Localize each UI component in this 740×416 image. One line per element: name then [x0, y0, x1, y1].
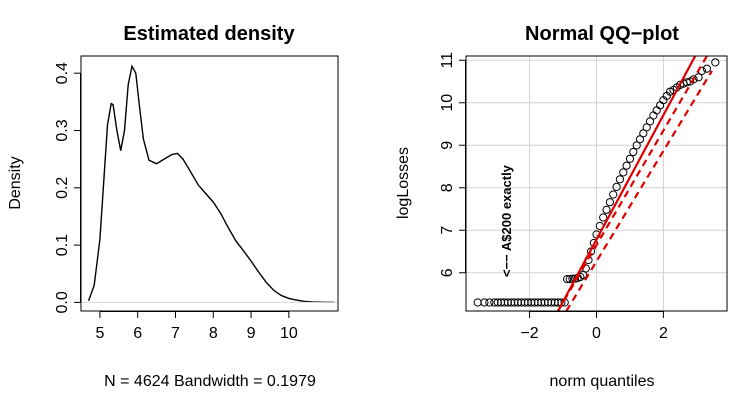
- density-y-label: Density: [7, 156, 24, 209]
- qq-point-21: [550, 298, 559, 307]
- qq-point-14: [527, 298, 536, 307]
- qq-point-43: [615, 175, 625, 184]
- qq-point-13: [523, 298, 533, 307]
- density-plot: Estimated density N = 4624 Bandwidth = 0…: [7, 23, 339, 390]
- qq-x-axis: −2 0 2: [520, 311, 668, 342]
- qq-line-dashed-1: [557, 55, 708, 312]
- qq-point-65: [689, 75, 698, 84]
- qq-line-solid-0: [557, 55, 697, 312]
- qq-point-38: [599, 213, 608, 222]
- qq-point-20: [547, 298, 556, 307]
- qq-point-42: [612, 182, 621, 191]
- qq-point-68: [702, 64, 712, 73]
- qq-point-44: [619, 168, 628, 177]
- qq-x-tick-label-0: −2: [520, 325, 538, 342]
- qq-title: Normal QQ−plot: [525, 23, 679, 45]
- density-y-axis: 0.0 0.1 0.2 0.3 0.4: [54, 62, 81, 314]
- density-y-tick-label-2: 0.2: [54, 177, 71, 199]
- density-title: Estimated density: [123, 23, 295, 45]
- qq-line-dashed-2: [565, 70, 713, 312]
- qq-point-18: [540, 298, 549, 307]
- density-y-tick-label-0: 0.0: [54, 291, 71, 313]
- qq-point-10: [513, 298, 523, 307]
- density-x-axis: 5 6 7 8 9 10: [95, 311, 298, 342]
- qq-point-5: [497, 298, 506, 307]
- qq-x-tick-label-1: 0: [592, 325, 601, 342]
- density-y-tick-label-3: 0.3: [54, 119, 71, 141]
- qq-point-19: [543, 298, 553, 307]
- qq-point-46: [625, 154, 635, 163]
- qq-point-53: [649, 111, 658, 120]
- density-x-tick-label-1: 6: [133, 325, 142, 342]
- density-plot-area: [81, 64, 338, 303]
- qq-plot-area: [473, 55, 720, 312]
- qq-point-1: [480, 298, 489, 307]
- qq-point-25: [563, 275, 572, 284]
- density-x-label: N = 4624 Bandwidth = 0.1979: [104, 373, 316, 390]
- density-series-line-0: [87, 64, 335, 303]
- density-y-tick-label-1: 0.1: [54, 234, 71, 256]
- qq-y-tick-label-2: 8: [439, 183, 456, 192]
- qq-point-11: [517, 298, 526, 307]
- density-x-tick-label-4: 9: [247, 325, 256, 342]
- qq-x-tick-label-2: 2: [659, 325, 668, 342]
- density-plot-frame: [80, 55, 339, 312]
- qq-y-tick-label-5: 11: [439, 52, 456, 69]
- qq-plot: Normal QQ−plot norm quantiles logLosses …: [395, 23, 728, 390]
- qq-y-tick-label-0: 6: [439, 268, 456, 277]
- qq-point-40: [605, 198, 615, 207]
- qq-point-17: [537, 298, 546, 307]
- qq-point-54: [652, 106, 661, 115]
- qq-point-0: [473, 298, 482, 307]
- qq-y-label: logLosses: [395, 147, 412, 219]
- qq-point-47: [629, 147, 638, 157]
- qq-point-26: [565, 275, 574, 284]
- qq-point-2: [485, 298, 494, 307]
- qq-point-41: [609, 190, 618, 199]
- qq-point-39: [602, 205, 611, 214]
- qq-point-52: [645, 117, 655, 126]
- qq-point-15: [530, 298, 539, 307]
- density-x-tick-label-5: 10: [280, 325, 298, 342]
- density-y-tick-label-4: 0.4: [54, 62, 71, 84]
- qq-grid: [466, 56, 727, 311]
- density-x-tick-label-2: 7: [171, 325, 180, 342]
- qq-point-45: [622, 161, 631, 170]
- qq-annotation: <−− A$200 exactly: [499, 164, 514, 277]
- density-x-tick-label-3: 8: [209, 325, 218, 342]
- qq-y-tick-label-1: 7: [439, 226, 456, 235]
- qq-y-tick-label-3: 9: [439, 141, 456, 150]
- qq-y-axis: 6 7 8 9 10 11: [439, 52, 466, 277]
- qq-x-label: norm quantiles: [550, 373, 655, 390]
- qq-point-12: [520, 298, 529, 307]
- qq-point-16: [533, 298, 543, 307]
- density-x-tick-label-0: 5: [95, 325, 104, 342]
- qq-y-tick-label-4: 10: [439, 94, 456, 112]
- qq-point-50: [639, 129, 648, 138]
- qq-point-69: [711, 58, 720, 67]
